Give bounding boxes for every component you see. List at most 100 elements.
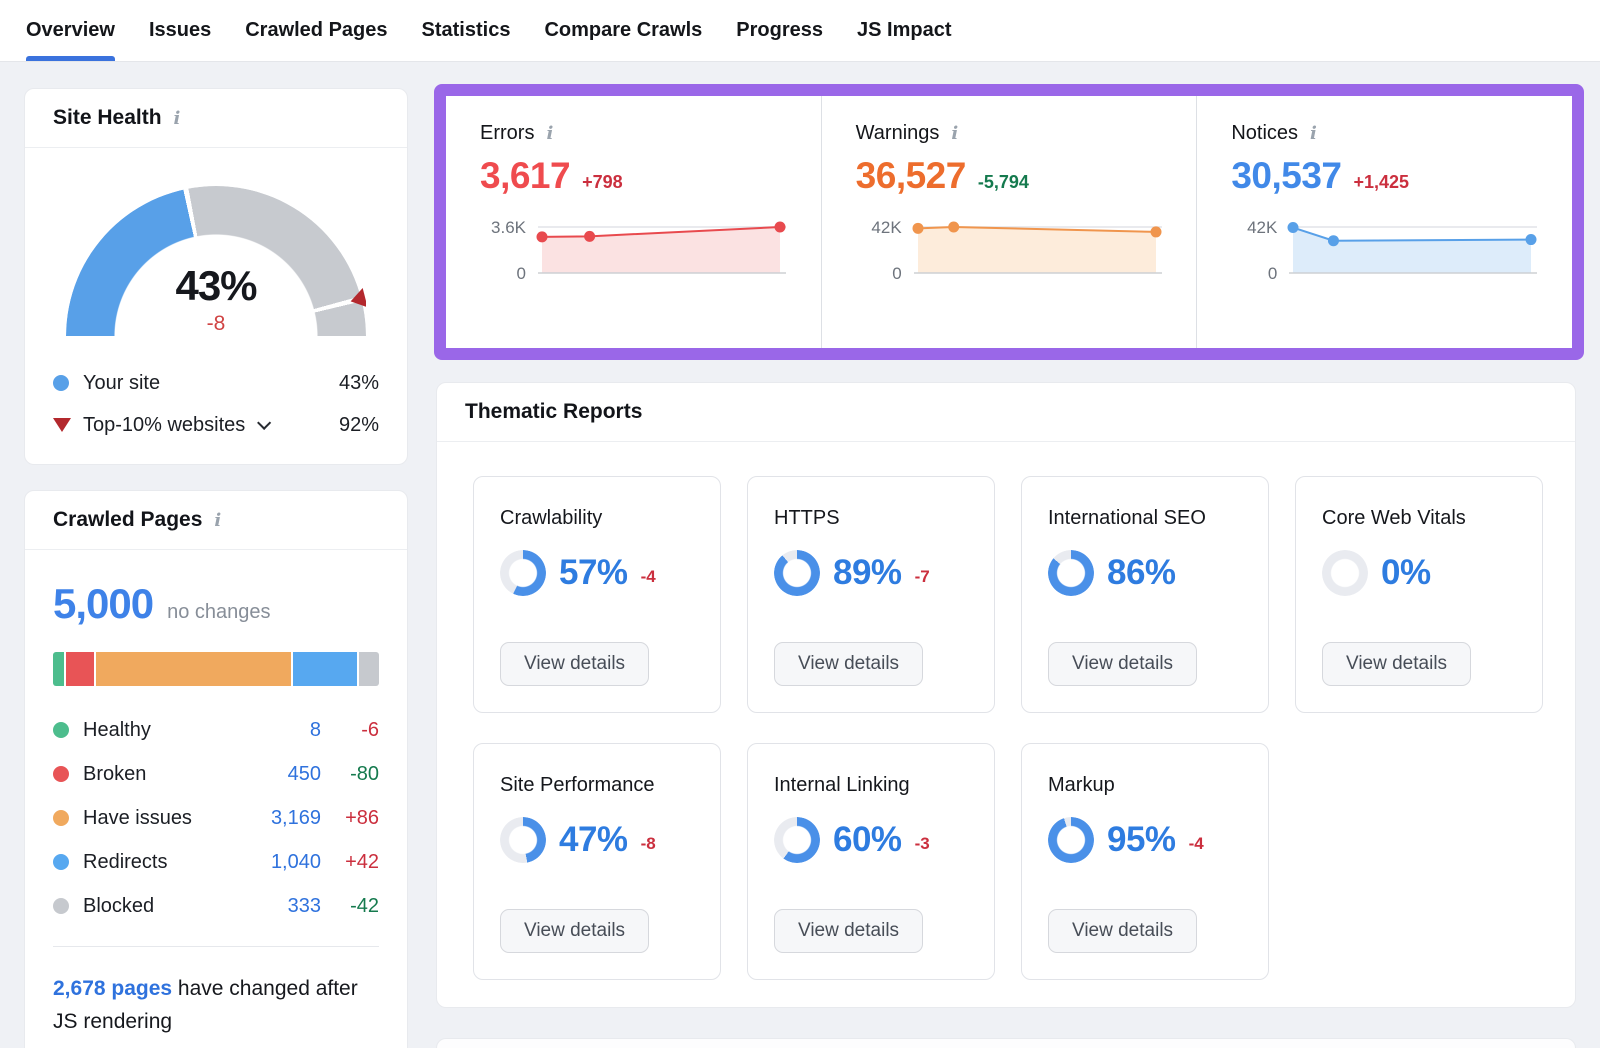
sparkline-ymin-label: 0 [1231,264,1277,284]
category-delta: +86 [321,807,379,830]
crawled-pages-row: Redirects 1,040 +42 [53,840,379,884]
report-delta: -3 [915,834,930,854]
js-changed-pages-link[interactable]: 2,678 pages [53,977,172,1000]
tab-compare-crawls[interactable]: Compare Crawls [544,0,702,61]
report-title: Core Web Vitals [1322,507,1516,530]
stat-sparkline: 42K 0 [856,217,1168,285]
report-title: Crawlability [500,507,694,530]
view-details-button[interactable]: View details [1048,642,1197,686]
crawled-pages-header: Crawled Pages i [25,491,407,550]
your-site-value: 43% [339,372,379,395]
report-percent: 60% [833,820,902,860]
site-health-card: Site Health i 43% -8 Your site 43% Top-1… [24,88,408,465]
info-icon[interactable]: i [174,108,181,129]
crawled-pages-row: Healthy 8 -6 [53,708,379,752]
report-delta: -7 [915,567,930,587]
category-value-link[interactable]: 333 [237,895,321,918]
info-icon[interactable]: i [951,123,958,144]
crawled-pages-card: Crawled Pages i 5,000 no changes Healthy… [24,490,408,1048]
info-icon[interactable]: i [546,123,553,144]
report-percent: 47% [559,820,628,860]
report-percent: 0% [1381,553,1431,593]
category-delta: -6 [321,719,379,742]
js-rendering-note: 2,678 pages have changed after JS render… [53,973,373,1038]
sparkline-ymin-label: 0 [856,264,902,284]
site-health-score: 43% [66,262,366,310]
report-title: Markup [1048,774,1242,797]
category-label: Healthy [83,719,151,742]
stat-title: Warnings [856,122,940,145]
thematic-reports-title: Thematic Reports [465,400,642,424]
thematic-report-card: International SEO 86% View details [1021,476,1269,713]
category-delta: +42 [321,851,379,874]
report-donut-chart [1048,817,1094,863]
stat-title: Notices [1231,122,1298,145]
report-percent: 95% [1107,820,1176,860]
report-title: Internal Linking [774,774,968,797]
tab-js-impact[interactable]: JS Impact [857,0,951,61]
your-site-dot-icon [53,375,69,391]
crawled-pages-row: Broken 450 -80 [53,752,379,796]
bar-segment-broken [64,652,94,686]
stat-delta: +798 [582,172,623,193]
site-health-title: Site Health [53,106,162,130]
stat-value: 36,527 [856,155,966,197]
stat-sparkline: 42K 0 [1231,217,1543,285]
sparkline-ymax-label: 42K [1231,218,1277,238]
report-delta: -4 [1189,834,1204,854]
crawled-pages-note: no changes [167,601,270,624]
report-title: Site Performance [500,774,694,797]
crawled-pages-total: 5,000 [53,580,153,628]
tab-statistics[interactable]: Statistics [422,0,511,61]
tab-progress[interactable]: Progress [736,0,823,61]
sparkline-ymax-label: 3.6K [480,218,526,238]
sparkline-ymin-label: 0 [480,264,526,284]
crawled-pages-row: Blocked 333 -42 [53,884,379,928]
thematic-report-card: Core Web Vitals 0% View details [1295,476,1543,713]
view-details-button[interactable]: View details [500,642,649,686]
legend-row-benchmark[interactable]: Top-10% websites 92% [53,404,379,446]
category-label: Have issues [83,807,192,830]
report-percent: 89% [833,553,902,593]
view-details-button[interactable]: View details [774,642,923,686]
category-delta: -42 [321,895,379,918]
report-donut-chart [1048,550,1094,596]
divider [53,946,379,947]
tab-issues[interactable]: Issues [149,0,211,61]
issues-stats: Errors i 3,617 +798 3.6K 0 Warnings i 36… [434,84,1584,360]
thematic-report-card: Site Performance 47% -8 View details [473,743,721,980]
report-title: HTTPS [774,507,968,530]
crawled-pages-row: Have issues 3,169 +86 [53,796,379,840]
site-health-gauge: 43% -8 [66,186,366,336]
stat-column: Warnings i 36,527 -5,794 42K 0 [821,96,1197,348]
info-icon[interactable]: i [214,510,221,531]
view-details-button[interactable]: View details [1322,642,1471,686]
category-label: Blocked [83,895,154,918]
benchmark-value: 92% [339,414,379,437]
category-value-link[interactable]: 1,040 [237,851,321,874]
tab-crawled-pages[interactable]: Crawled Pages [245,0,387,61]
chevron-down-icon[interactable] [257,416,271,430]
benchmark-label: Top-10% websites [83,414,245,437]
category-dot-icon [53,854,69,870]
your-site-label: Your site [83,372,160,395]
thematic-reports-card: Thematic Reports Crawlability 57% -4 Vie… [436,382,1576,1008]
info-icon[interactable]: i [1310,123,1317,144]
thematic-reports-header: Thematic Reports [437,383,1575,442]
category-value-link[interactable]: 3,169 [237,807,321,830]
view-details-button[interactable]: View details [500,909,649,953]
category-value-link[interactable]: 450 [237,763,321,786]
thematic-report-card: Internal Linking 60% -3 View details [747,743,995,980]
stat-delta: +1,425 [1354,172,1410,193]
crawled-pages-title: Crawled Pages [53,508,202,532]
category-dot-icon [53,898,69,914]
next-section-card-edge [436,1038,1576,1048]
category-value-link[interactable]: 8 [237,719,321,742]
stat-title: Errors [480,122,534,145]
tab-overview[interactable]: Overview [26,0,115,61]
stat-column: Notices i 30,537 +1,425 42K 0 [1196,96,1572,348]
thematic-reports-grid: Crawlability 57% -4 View details HTTPS 8… [473,476,1539,980]
view-details-button[interactable]: View details [1048,909,1197,953]
report-donut-chart [500,817,546,863]
view-details-button[interactable]: View details [774,909,923,953]
